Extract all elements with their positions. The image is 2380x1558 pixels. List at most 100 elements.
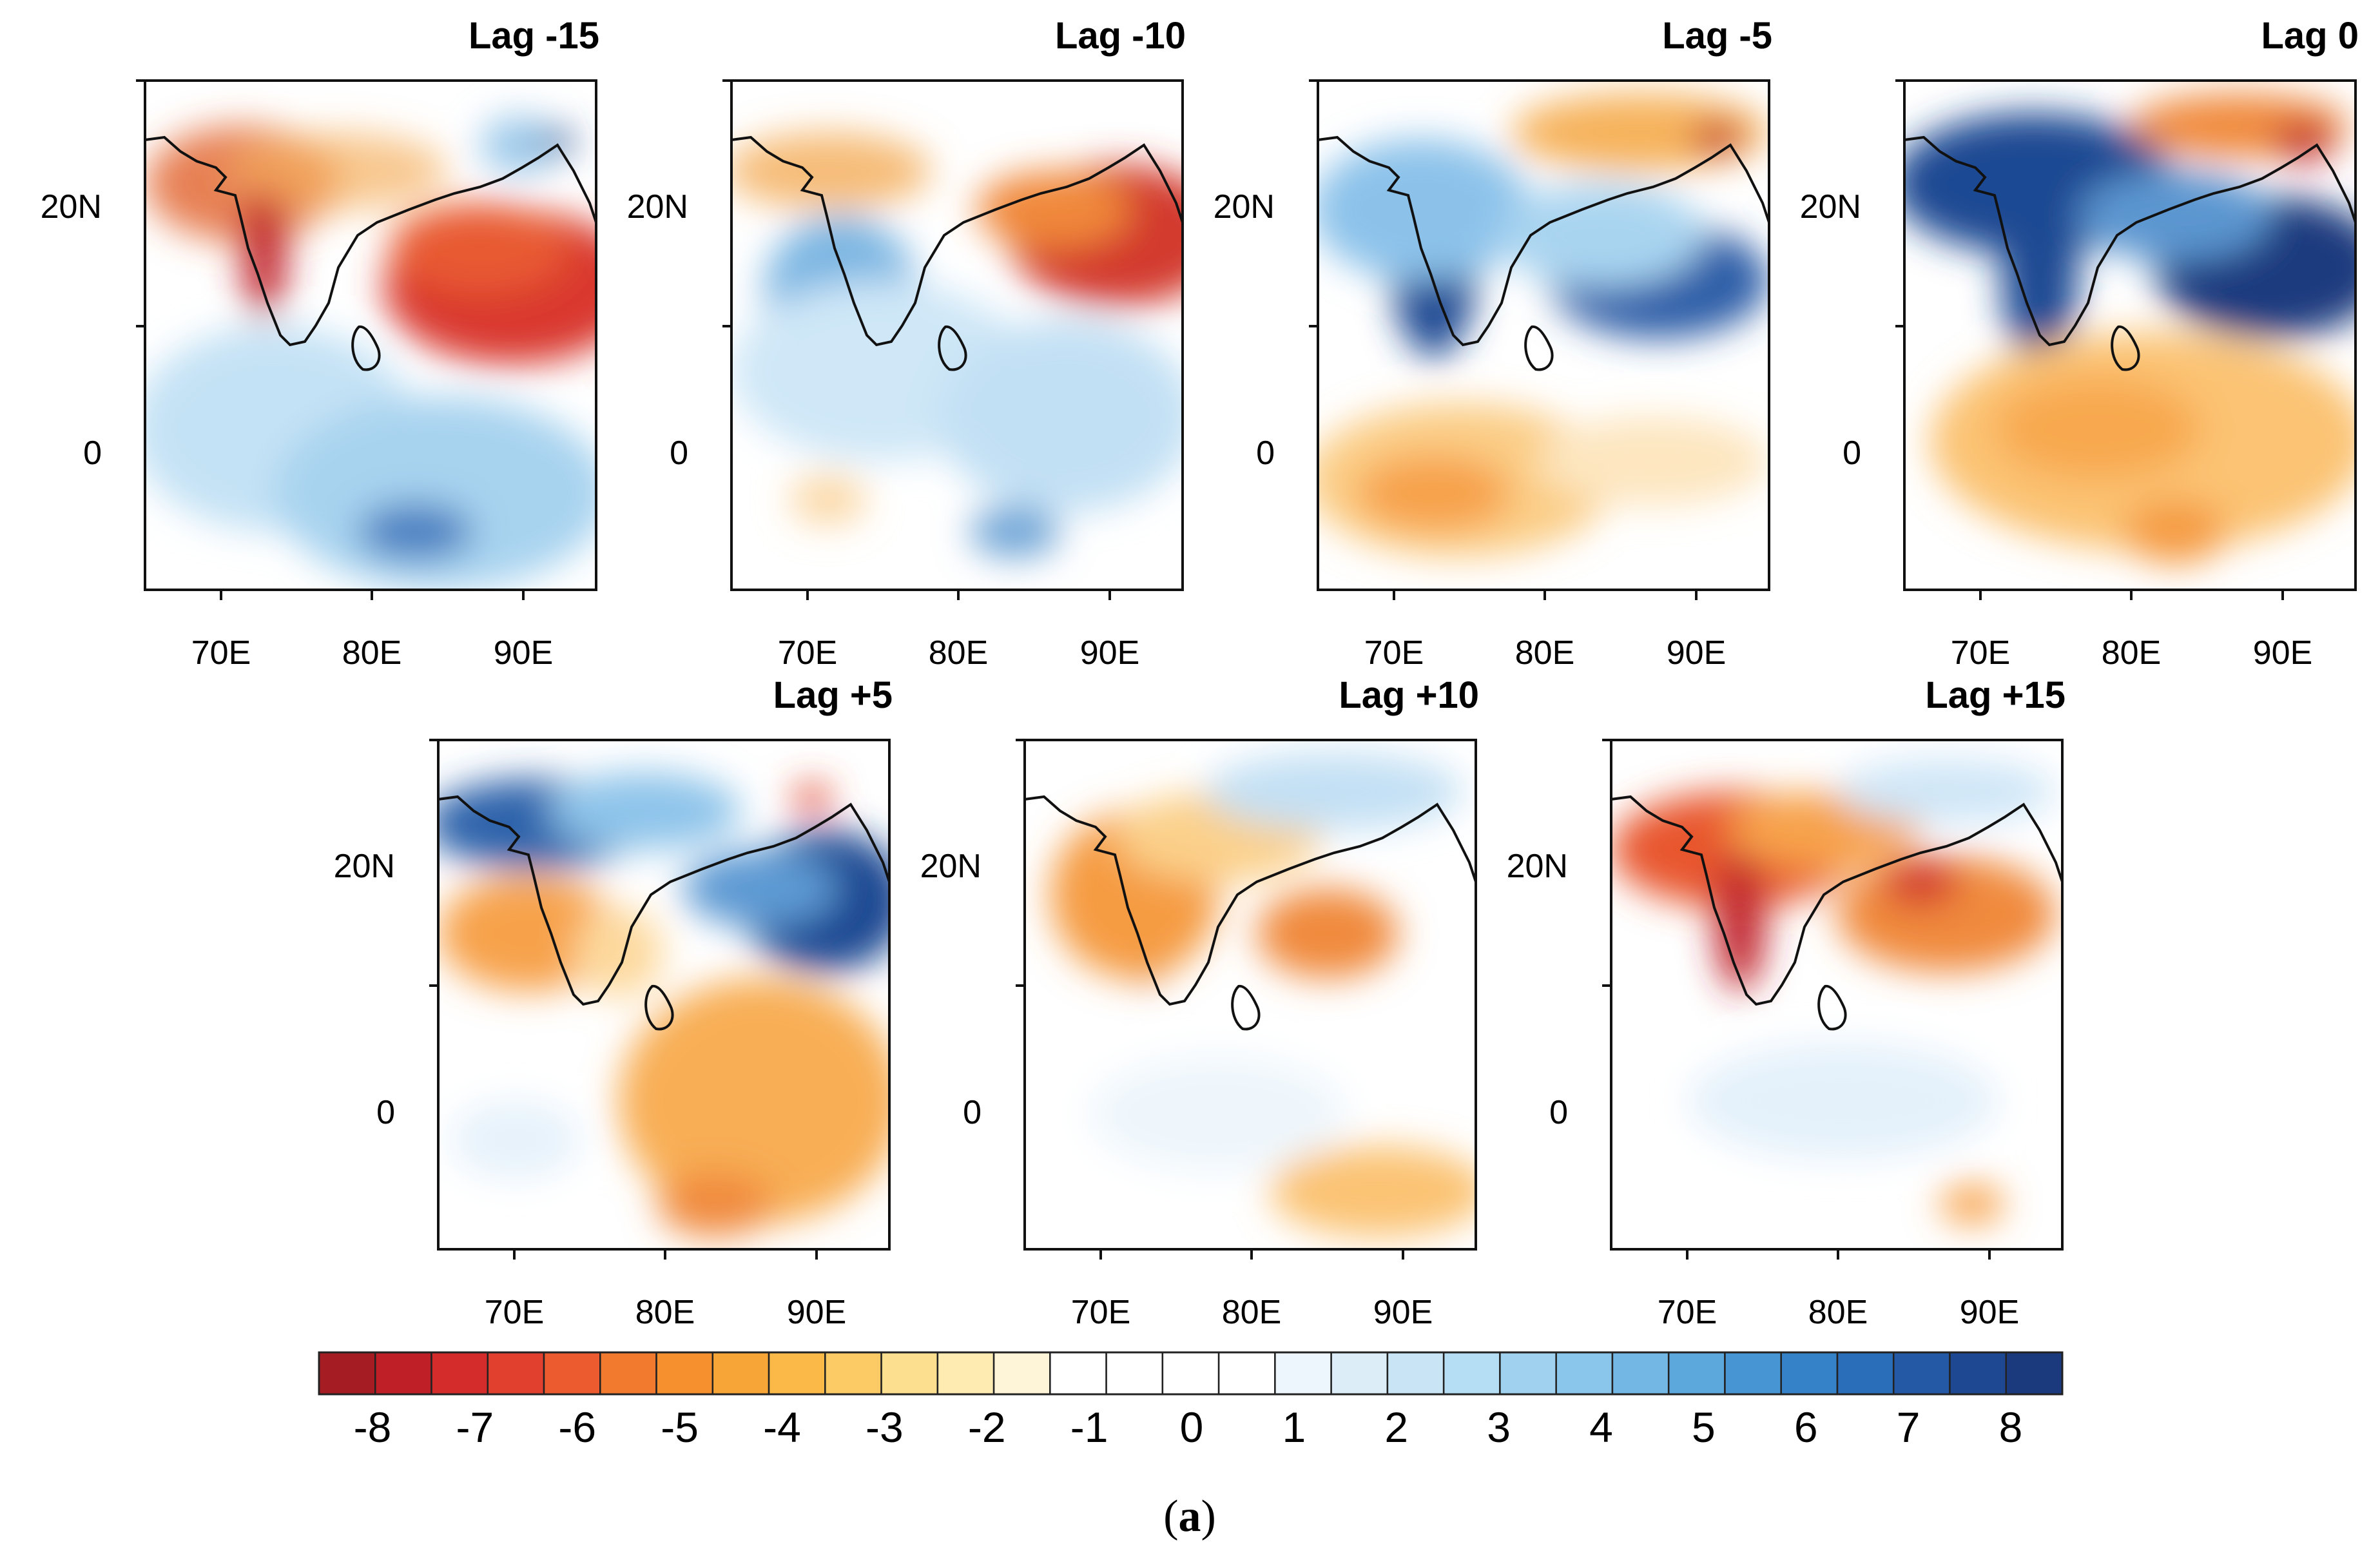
map-field	[145, 81, 596, 590]
colorbar-cell	[1667, 1351, 1726, 1396]
x-tick-80e: 80E	[2102, 634, 2162, 672]
island-outline	[938, 325, 967, 371]
x-tick-70e: 70E	[485, 1294, 545, 1331]
y-tick-0: 0	[376, 1094, 395, 1131]
island-outline	[1817, 984, 1847, 1031]
coastline	[1317, 135, 1770, 347]
x-ticks	[1602, 739, 1991, 1260]
colorbar-label: -5	[661, 1403, 699, 1451]
colorbar-cell	[1330, 1351, 1389, 1396]
caption-open: (	[1163, 1492, 1178, 1541]
x-tick-70e: 70E	[1071, 1294, 1131, 1331]
panel-title-lag-0: Lag 0	[2261, 15, 2359, 57]
y-tick-20n: 20N	[1507, 848, 1568, 885]
x-tick-90e: 90E	[1080, 634, 1140, 672]
coastline	[731, 135, 1184, 347]
y-tick-20n: 20N	[334, 848, 395, 885]
colorbar-label: 6	[1794, 1403, 1818, 1451]
x-tick-80e: 80E	[1808, 1294, 1868, 1331]
colorbar-cell	[1217, 1351, 1276, 1396]
x-tick-80e: 80E	[1222, 1294, 1282, 1331]
colorbar-cell	[1555, 1351, 1614, 1396]
map-field	[438, 740, 889, 1249]
coastline	[438, 795, 891, 1006]
island-outline	[351, 325, 381, 371]
coastline	[144, 135, 597, 347]
colorbar-label: -2	[968, 1403, 1006, 1451]
colorbar-label: 5	[1692, 1403, 1716, 1451]
coastline	[1611, 795, 2064, 1006]
figure-caption: (a)	[1163, 1492, 1216, 1541]
panel-lag-plus-15	[1602, 739, 2064, 1260]
panel-lag-plus-10	[1016, 739, 1477, 1260]
panel-lag-0	[1895, 79, 2357, 600]
x-tick-90e: 90E	[787, 1294, 847, 1331]
colorbar-cell	[1105, 1351, 1164, 1396]
colorbar-cell	[1161, 1351, 1220, 1396]
colorbar-label: -3	[866, 1403, 904, 1451]
x-tick-80e: 80E	[342, 634, 402, 672]
panel-lag-minus-10	[722, 79, 1184, 600]
panel-title-lag-minus-5: Lag -5	[1662, 15, 1772, 57]
colorbar-cell	[1274, 1351, 1332, 1396]
x-ticks	[1016, 739, 1404, 1260]
colorbar-label: -7	[456, 1403, 494, 1451]
colorbar-cell	[1836, 1351, 1895, 1396]
y-tick-0: 0	[670, 434, 688, 472]
coastline	[1024, 795, 1477, 1006]
colorbar-cell	[1780, 1351, 1839, 1396]
x-tick-70e: 70E	[1658, 1294, 1717, 1331]
panel-title-lag-minus-15: Lag -15	[469, 15, 599, 57]
colorbar-cell	[318, 1351, 376, 1396]
x-tick-70e: 70E	[191, 634, 251, 672]
colorbar-cell	[1442, 1351, 1501, 1396]
island-outline	[1524, 325, 1554, 371]
y-tick-0: 0	[1843, 434, 1861, 472]
colorbar-cell	[880, 1351, 939, 1396]
colorbar-label: -8	[354, 1403, 392, 1451]
y-tick-0: 0	[963, 1094, 982, 1131]
colorbar-cell	[431, 1351, 489, 1396]
x-ticks	[1309, 79, 1698, 600]
panel-lag-minus-15	[136, 79, 597, 600]
x-ticks	[1895, 79, 2284, 600]
x-tick-90e: 90E	[494, 634, 554, 672]
colorbar-cell	[655, 1351, 714, 1396]
x-tick-80e: 80E	[1515, 634, 1575, 672]
panel-title-lag-plus-10: Lag +10	[1339, 674, 1479, 716]
colorbar-label: 3	[1487, 1403, 1511, 1451]
x-ticks	[136, 79, 525, 600]
colorbar-label: 0	[1180, 1403, 1204, 1451]
colorbar-cell	[1386, 1351, 1445, 1396]
y-tick-20n: 20N	[920, 848, 982, 885]
colorbar-label: 4	[1589, 1403, 1613, 1451]
x-tick-90e: 90E	[2253, 634, 2313, 672]
y-tick-20n: 20N	[1214, 188, 1275, 226]
x-tick-90e: 90E	[1960, 1294, 2020, 1331]
colorbar-cell	[711, 1351, 770, 1396]
panel-title-lag-minus-10: Lag -10	[1055, 15, 1186, 57]
colorbar-cell	[599, 1351, 657, 1396]
y-tick-0: 0	[1549, 1094, 1568, 1131]
x-tick-90e: 90E	[1373, 1294, 1433, 1331]
x-ticks	[722, 79, 1111, 600]
colorbar-cell	[1724, 1351, 1782, 1396]
island-outline	[1231, 984, 1261, 1031]
colorbar-label: 2	[1384, 1403, 1408, 1451]
colorbar-cell	[1611, 1351, 1670, 1396]
panel-title-lag-plus-5: Lag +5	[773, 674, 893, 716]
colorbar-cell	[936, 1351, 995, 1396]
colorbar-label: 1	[1282, 1403, 1306, 1451]
coastline	[1904, 135, 2357, 347]
colorbar-frame	[318, 1351, 2064, 1396]
map-field	[1904, 81, 2356, 590]
colorbar-cell	[824, 1351, 882, 1396]
colorbar-label: 8	[1999, 1403, 2023, 1451]
colorbar-cell	[1949, 1351, 2007, 1396]
colorbar-cell	[543, 1351, 601, 1396]
x-tick-70e: 70E	[778, 634, 838, 672]
y-tick-0: 0	[1256, 434, 1275, 472]
island-outline	[644, 984, 674, 1031]
x-ticks	[429, 739, 818, 1260]
y-tick-20n: 20N	[41, 188, 102, 226]
